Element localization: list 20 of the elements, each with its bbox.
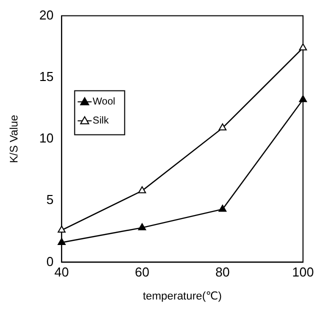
point [218,204,227,212]
x-axis-title: temperature(℃) [142,290,222,302]
point [58,238,66,245]
point [299,95,307,102]
point [218,123,227,130]
x-tick-label: 40 [54,264,69,280]
x-tick-label: 100 [292,264,314,280]
legend-label: Wool [92,96,116,108]
x-tick-label: 80 [215,264,230,280]
point [138,186,146,194]
y-tick-label: 20 [39,7,54,22]
y-tick-label: 5 [46,192,54,208]
y-tick-label: 15 [39,68,54,84]
x-tick-label: 60 [134,264,150,280]
y-tick-label: 0 [46,254,54,269]
point [299,43,307,50]
y-axis-title: K/S Value [8,114,21,164]
point [138,223,146,230]
legend-label: Silk [92,116,110,127]
y-tick-label: 10 [39,130,54,146]
